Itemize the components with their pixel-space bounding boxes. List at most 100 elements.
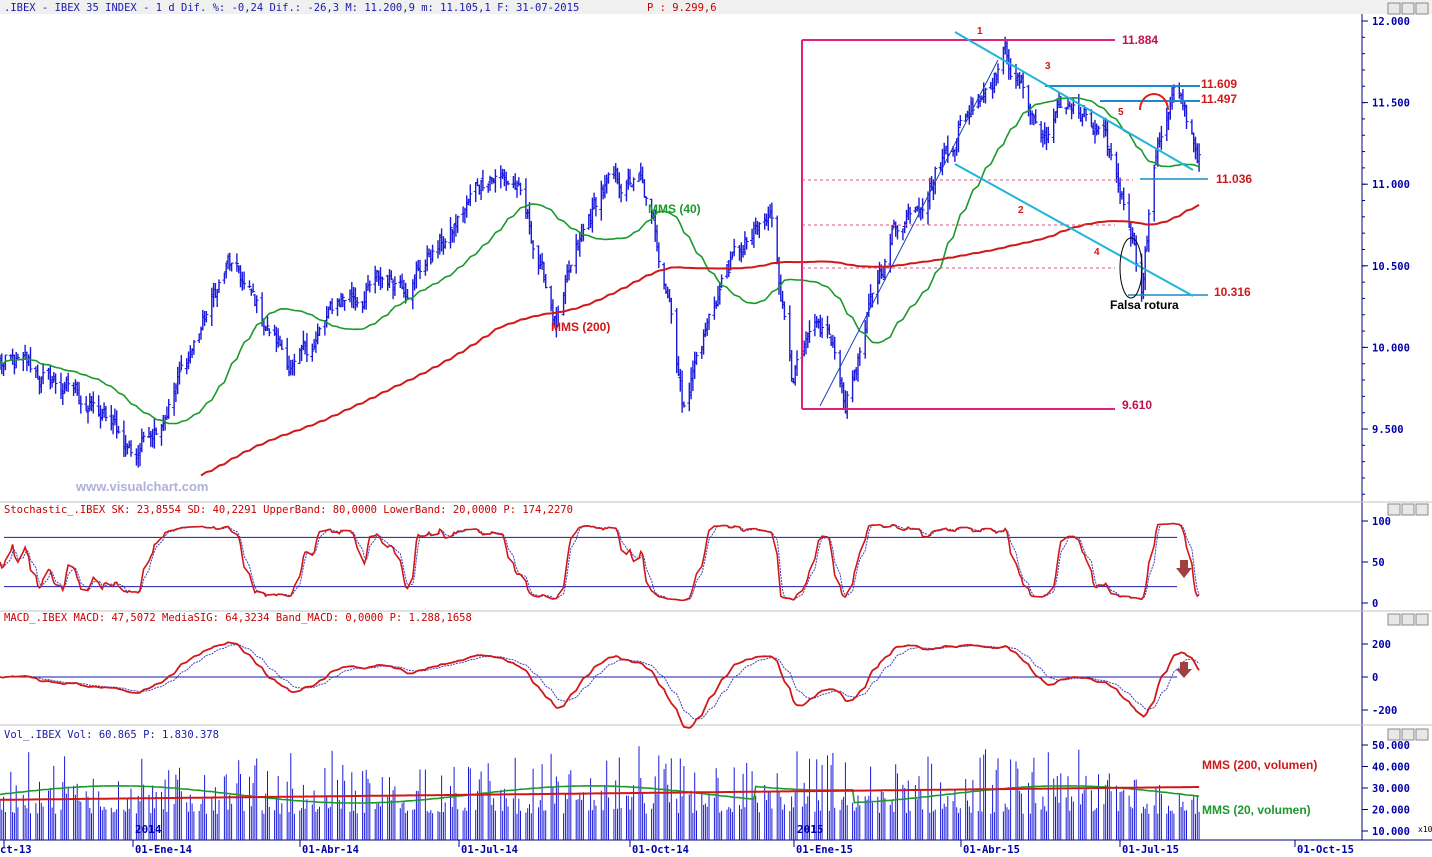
price-bar (717, 282, 722, 305)
price-bar (732, 238, 737, 257)
price-bar (103, 405, 108, 422)
price-bar (832, 336, 837, 360)
price-bar (1030, 110, 1035, 125)
close-icon[interactable] (1415, 2, 1429, 15)
price-bar (744, 237, 749, 250)
pivot-label: 2 (1018, 205, 1024, 216)
price-bar (468, 184, 473, 206)
vol-mms200-line (0, 786, 1200, 801)
price-bar (1021, 72, 1026, 99)
price-bar (1146, 209, 1151, 253)
minimize-icon[interactable] (1387, 728, 1401, 741)
price-bar (619, 183, 624, 203)
price-bar (1033, 109, 1038, 124)
price-bar (41, 363, 46, 385)
year-label: 2015 (797, 823, 824, 836)
price-bar (177, 361, 182, 385)
price-bar (129, 440, 133, 457)
close-icon[interactable] (1415, 503, 1429, 516)
macd-header: MACD_.IBEX MACD: 47,5072 MediaSIG: 64,32… (4, 612, 472, 624)
restore-icon[interactable] (1401, 503, 1415, 516)
price-bar (50, 375, 55, 388)
x-tick-label: 01-Oct-14 (632, 844, 689, 856)
y-tick-label: 10.500 (1372, 261, 1410, 273)
price-bar (455, 215, 460, 233)
price-bar (769, 202, 774, 228)
price-bar (1121, 187, 1126, 211)
pivot-label: 3 (1045, 61, 1051, 72)
trend-line (819, 59, 999, 407)
price-bar (242, 271, 247, 290)
x-tick-label: 01-Ene-15 (796, 844, 853, 856)
x-tick-label: 01-Oct-15 (1297, 844, 1354, 856)
down-arrow-icon (1176, 662, 1192, 678)
price-bar (958, 115, 963, 127)
mms200-line (200, 204, 1200, 477)
price-bar (669, 297, 674, 324)
price-bar (317, 326, 322, 336)
price-bar (304, 333, 309, 362)
restore-icon[interactable] (1401, 613, 1415, 626)
price-bar (518, 182, 523, 196)
price-bar (247, 280, 252, 289)
price-bar (581, 223, 586, 242)
price-bar (1152, 164, 1157, 222)
price-bar (3, 354, 8, 371)
price-bar (204, 311, 209, 323)
level-label: 11.036 (1216, 172, 1252, 186)
y-tick-label: -200 (1372, 705, 1397, 717)
price-bar (857, 347, 862, 366)
level-label: 11.609 (1201, 77, 1237, 91)
y-tick-label: 10.000 (1372, 826, 1410, 838)
price-bar (66, 372, 71, 392)
price-bar (279, 339, 284, 350)
price-bar (1189, 119, 1194, 135)
price-bar (367, 280, 372, 293)
price-bar (428, 249, 433, 265)
price-bars (0, 36, 1202, 468)
close-icon[interactable] (1415, 728, 1429, 741)
y-tick-label: 30.000 (1372, 783, 1410, 795)
price-bar (267, 328, 272, 337)
price-bar (694, 351, 699, 365)
price-bar (992, 72, 997, 94)
price-bar (493, 169, 498, 193)
x-tick-label: 01-Abr-15 (963, 844, 1020, 856)
price-bar (234, 253, 239, 272)
minimize-icon[interactable] (1387, 2, 1401, 15)
price-bar (895, 225, 900, 240)
price-bar (1184, 104, 1189, 129)
price-bar (355, 297, 360, 308)
y-tick-label: 40.000 (1372, 762, 1410, 774)
y-tick-label: 20.000 (1372, 805, 1410, 817)
header-bar (0, 0, 1432, 14)
price-bar (757, 222, 762, 239)
price-bar (593, 197, 598, 217)
x-tick-label: ct-13 (0, 844, 32, 856)
header-title: .IBEX - IBEX 35 INDEX - 1 d Dif. %: -0,2… (4, 2, 579, 14)
top-arc (1139, 93, 1169, 111)
price-bar (827, 324, 832, 335)
pivot-label: 1 (977, 26, 983, 37)
price-bar (1105, 120, 1110, 157)
price-bar (707, 313, 711, 330)
price-bar (480, 169, 485, 192)
macd-line (0, 641, 1200, 729)
price-bar (807, 320, 812, 343)
restore-icon[interactable] (1401, 728, 1415, 741)
close-icon[interactable] (1415, 613, 1429, 626)
price-bar (795, 350, 799, 376)
price-bar (310, 343, 315, 362)
price-bar (506, 180, 510, 186)
y-tick-label: 100 (1372, 516, 1391, 528)
volume-bars (0, 746, 1200, 840)
window-buttons (1387, 2, 1429, 741)
channel-upper (954, 31, 1194, 171)
level-label: 11.497 (1201, 92, 1237, 106)
price-bar (1143, 246, 1148, 291)
minimize-icon[interactable] (1387, 613, 1401, 626)
price-bar (978, 95, 983, 108)
volume-scale-note: x10 (1418, 825, 1432, 834)
restore-icon[interactable] (1401, 2, 1415, 15)
minimize-icon[interactable] (1387, 503, 1401, 516)
